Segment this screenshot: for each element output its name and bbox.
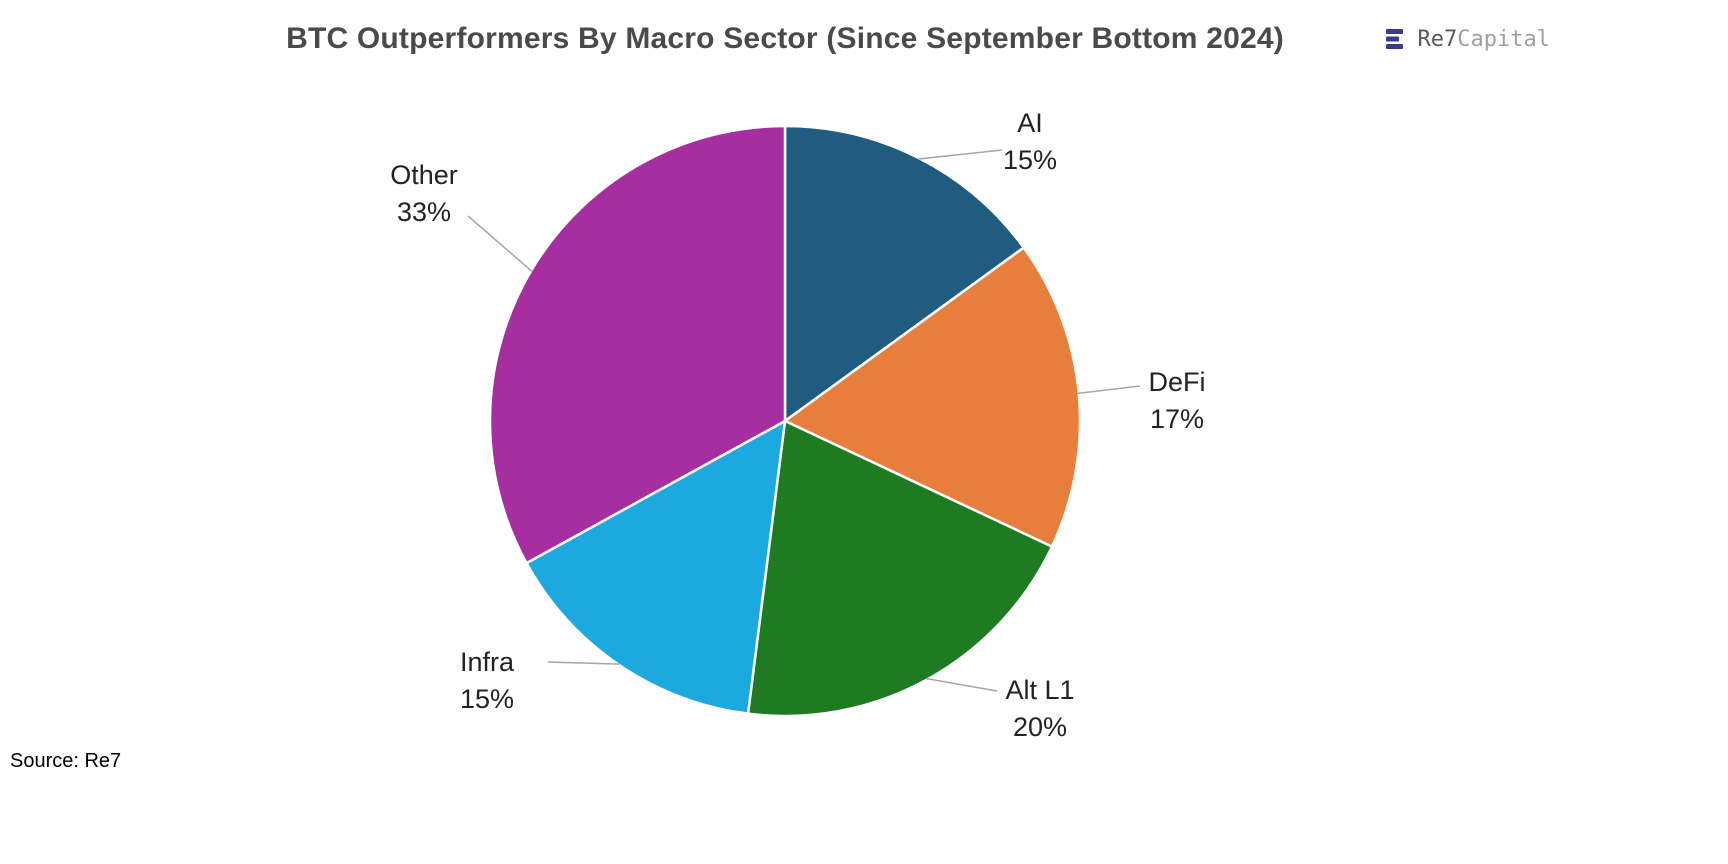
leader-line-infra bbox=[547, 661, 620, 665]
brand-name: Re7 bbox=[1417, 26, 1458, 52]
slice-value-alt-l1: 20% bbox=[1013, 712, 1067, 742]
pie-slice-alt-l1 bbox=[746, 419, 1054, 718]
slice-value-other: 33% bbox=[397, 197, 451, 227]
slice-label-defi: DeFi bbox=[1148, 367, 1205, 397]
slice-value-ai: 15% bbox=[1003, 145, 1057, 175]
leader-line-ai bbox=[918, 149, 1003, 160]
re7-bars-icon bbox=[1385, 29, 1403, 49]
slice-label-other: Other bbox=[390, 160, 458, 190]
brand-logo-text: Re7Capital bbox=[1418, 27, 1550, 52]
slice-value-defi: 17% bbox=[1150, 404, 1204, 434]
brand-logo: Re7Capital bbox=[1383, 26, 1550, 52]
slice-label-infra: Infra bbox=[460, 647, 515, 677]
slice-label-ai: AI bbox=[1017, 108, 1043, 138]
leader-line-defi bbox=[1077, 385, 1141, 395]
slice-value-infra: 15% bbox=[460, 684, 514, 714]
leader-line-alt-l1 bbox=[926, 677, 998, 692]
slice-label-alt-l1: Alt L1 bbox=[1005, 675, 1074, 705]
chart-title: BTC Outperformers By Macro Sector (Since… bbox=[286, 22, 1284, 55]
brand-suffix: Capital bbox=[1457, 26, 1550, 52]
pie-slice-infra bbox=[525, 419, 787, 715]
pie-slice-ai bbox=[783, 124, 1025, 423]
source-note: Source: Re7 bbox=[10, 750, 122, 772]
leader-line-other bbox=[467, 215, 533, 272]
